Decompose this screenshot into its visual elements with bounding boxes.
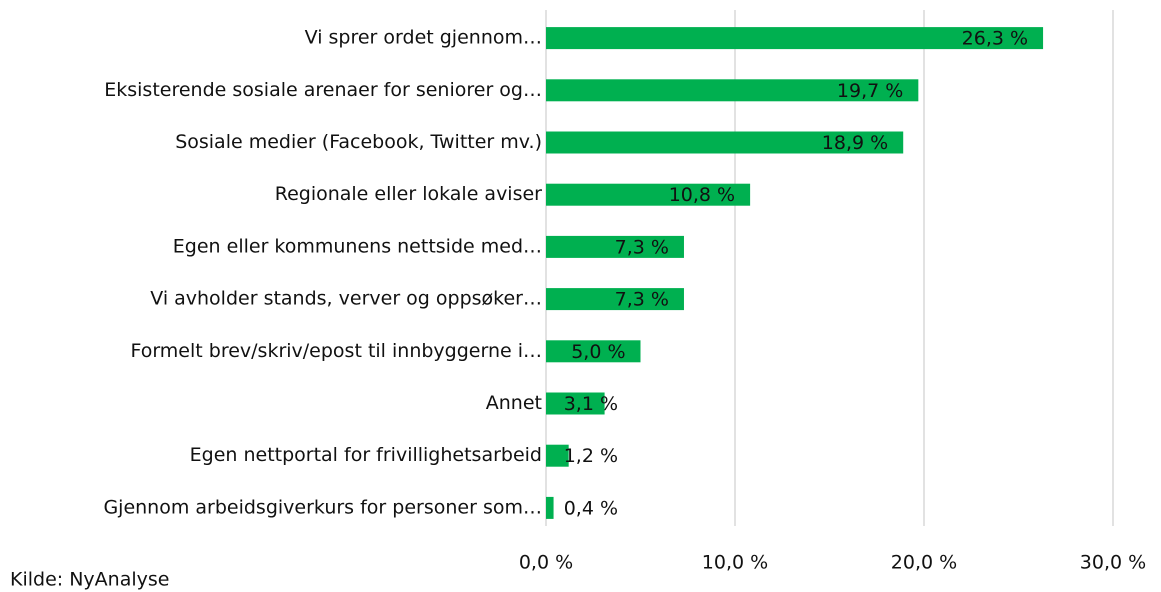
x-tick-label: 0,0 %	[519, 552, 573, 574]
y-tick-label: Vi avholder stands, verver og oppsøker…	[150, 288, 542, 310]
y-tick-label: Regionale eller lokale aviser	[275, 183, 542, 205]
y-tick-label: Egen eller kommunens nettside med…	[173, 235, 542, 257]
data-label: 5,0 %	[571, 341, 625, 363]
bar	[546, 340, 641, 363]
bar	[546, 288, 684, 311]
bar	[546, 27, 1044, 50]
y-tick-label: Formelt brev/skriv/epost til innbyggerne…	[130, 340, 542, 362]
data-label: 10,8 %	[669, 184, 735, 206]
y-tick-label: Vi sprer ordet gjennom…	[305, 27, 542, 49]
data-label: 7,3 %	[615, 236, 669, 258]
y-tick-label: Egen nettportal for frivillighetsarbeid	[190, 444, 542, 466]
y-tick-label: Gjennom arbeidsgiverkurs for personer so…	[103, 496, 542, 518]
bar	[546, 183, 751, 206]
bar	[546, 235, 684, 258]
x-tick-label: 30,0 %	[1080, 552, 1146, 574]
data-label: 19,7 %	[837, 80, 903, 102]
x-tick-label: 20,0 %	[891, 552, 957, 574]
bar	[546, 496, 554, 519]
data-label: 7,3 %	[615, 289, 669, 311]
data-label: 0,4 %	[564, 497, 618, 519]
bar	[546, 79, 919, 102]
bar	[546, 131, 904, 154]
bar	[546, 392, 605, 415]
source-note: Kilde: NyAnalyse	[10, 569, 169, 591]
bar	[546, 444, 569, 467]
data-label: 26,3 %	[962, 28, 1028, 50]
y-tick-label: Sosiale medier (Facebook, Twitter mv.)	[175, 131, 542, 153]
y-tick-label: Annet	[486, 392, 542, 414]
data-label: 3,1 %	[564, 393, 618, 415]
y-tick-label: Eksisterende sosiale arenaer for seniore…	[104, 79, 542, 101]
data-label: 1,2 %	[564, 445, 618, 467]
data-label: 18,9 %	[822, 132, 888, 154]
x-tick-label: 10,0 %	[702, 552, 768, 574]
